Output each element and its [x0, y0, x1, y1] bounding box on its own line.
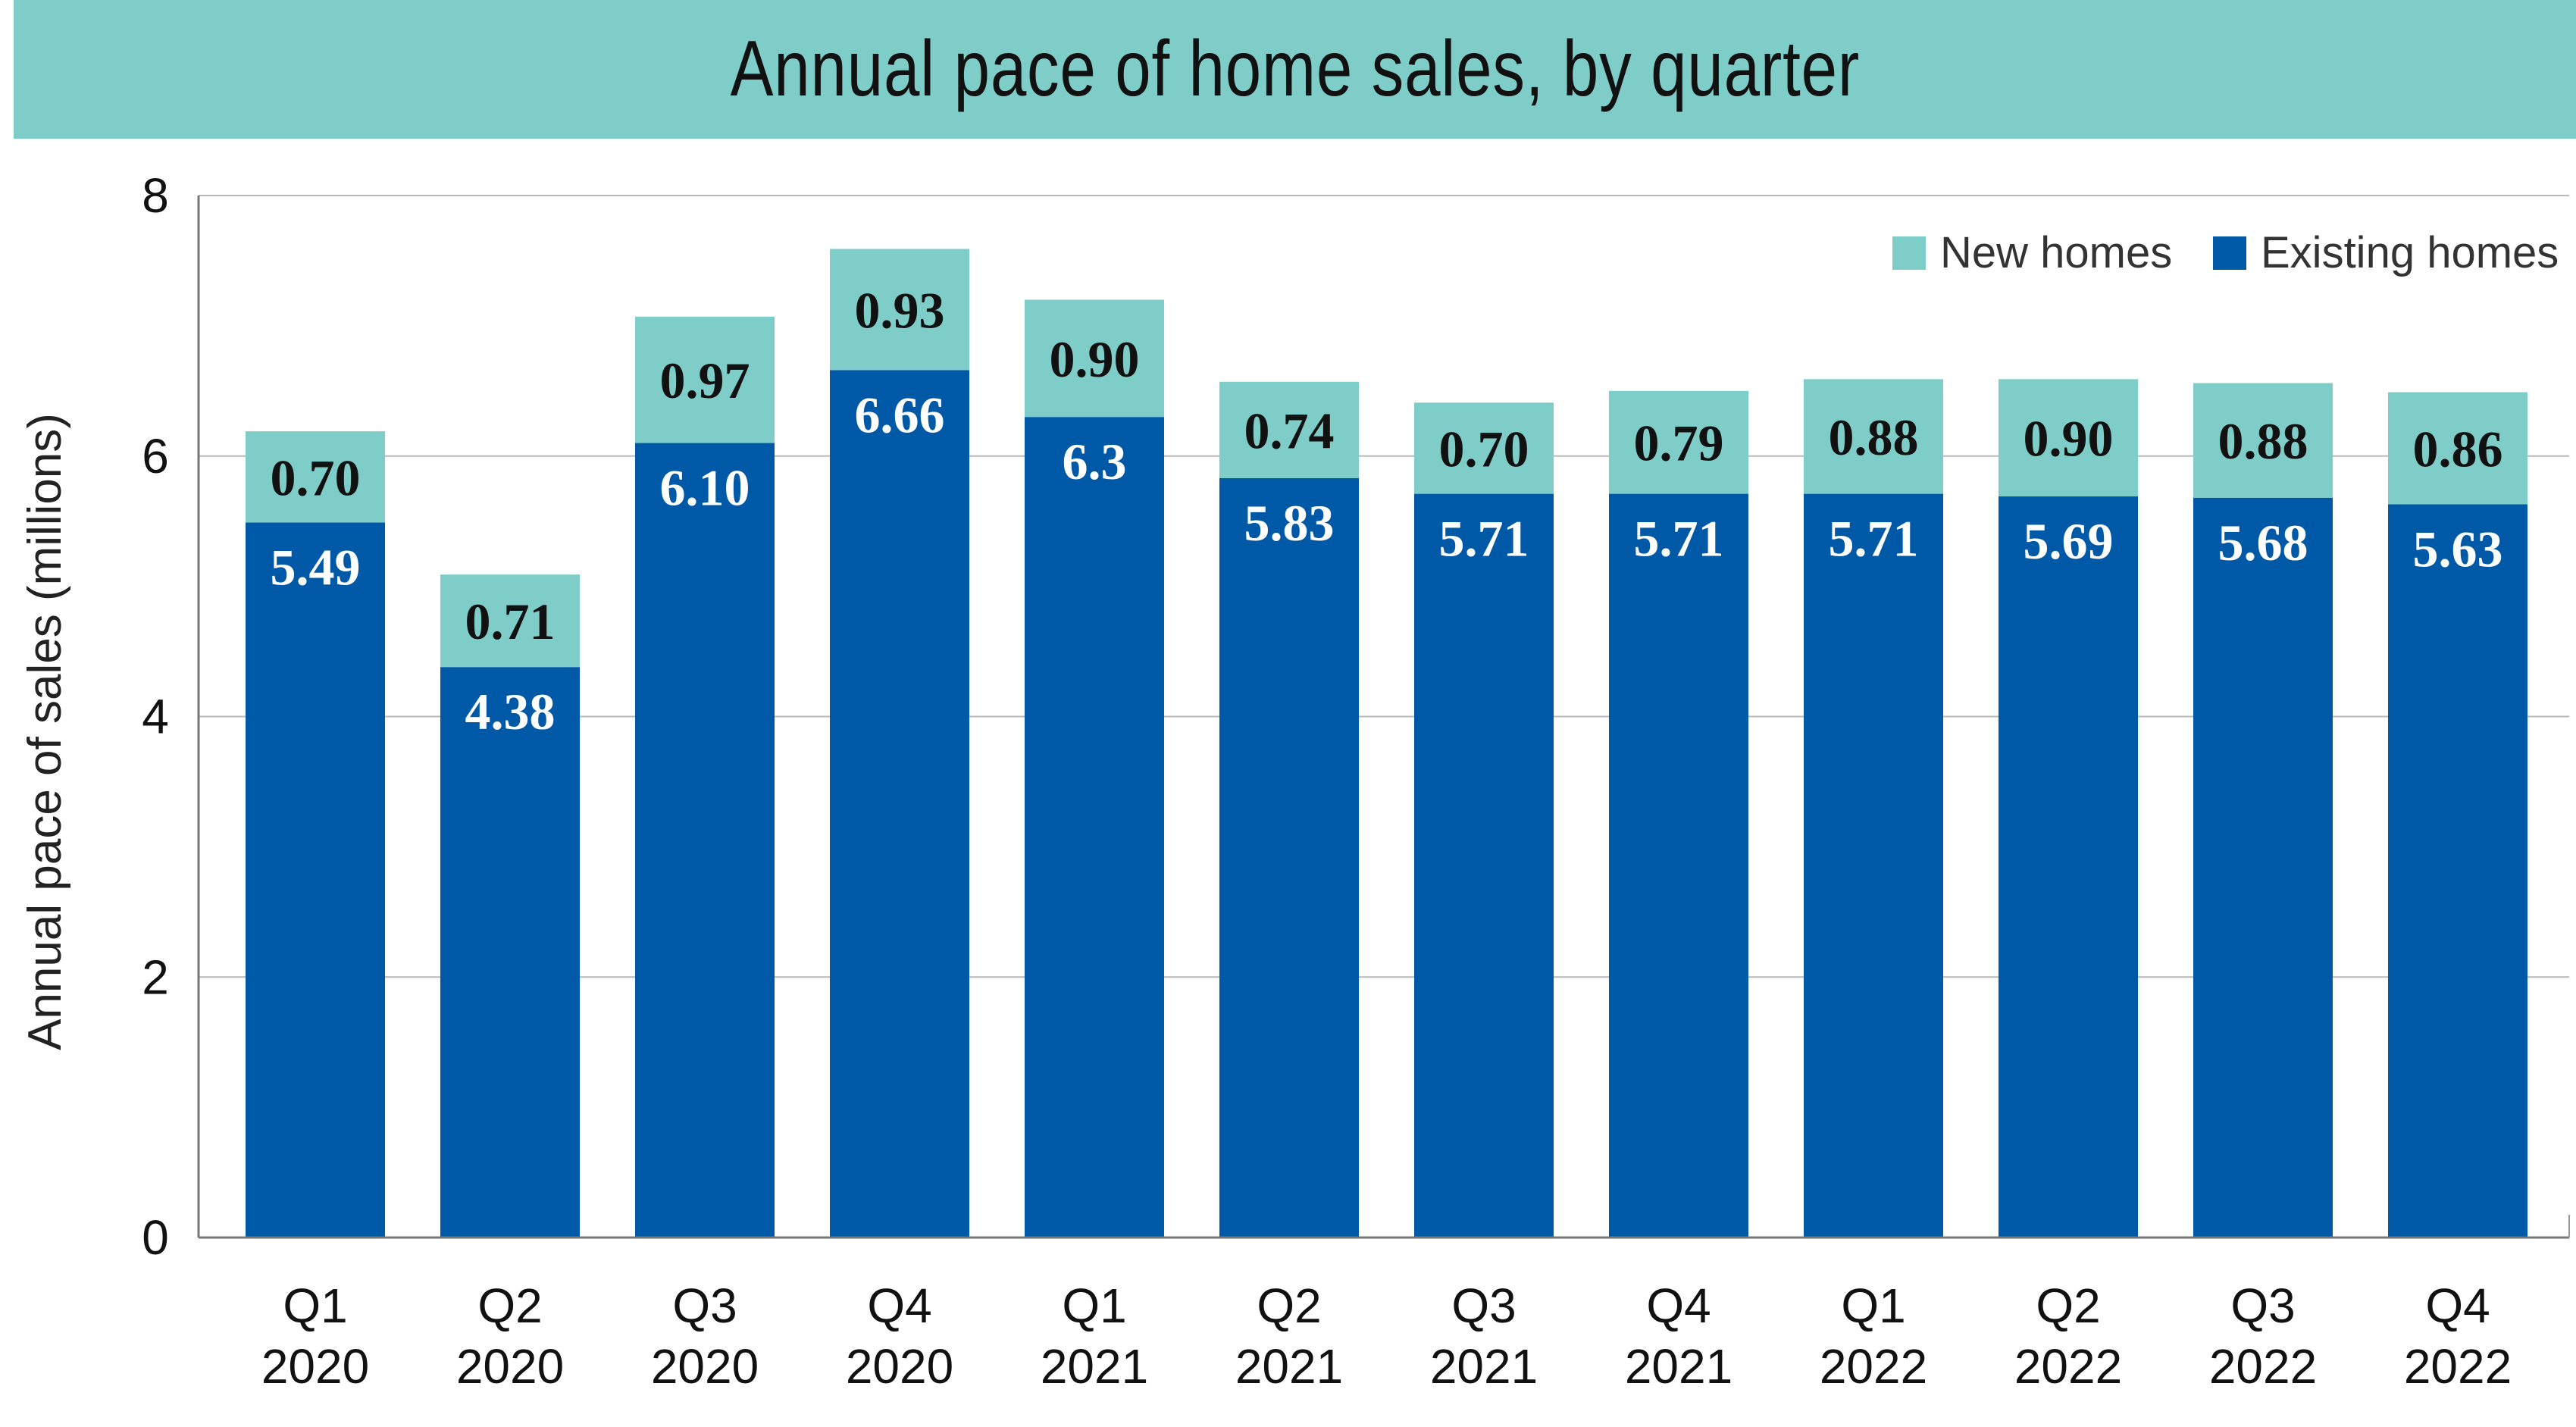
x-tick-year-1: 2020: [261, 1339, 369, 1394]
x-tick-year-2: 2020: [456, 1339, 564, 1394]
data-label-new-7: 0.70: [1439, 420, 1529, 477]
x-tick-quarter-9: Q1: [1841, 1278, 1905, 1333]
x-tick-quarter-7: Q3: [1451, 1278, 1516, 1333]
chart-title-bar: Annual pace of home sales, by quarter: [14, 0, 2576, 139]
data-label-existing-8: 5.71: [1634, 510, 1724, 568]
data-label-existing-1: 5.49: [271, 538, 361, 596]
x-tick-quarter-5: Q1: [1062, 1278, 1126, 1333]
bar-existing-2: [440, 667, 580, 1238]
x-tick-quarter-6: Q2: [1257, 1278, 1321, 1333]
data-label-new-5: 0.90: [1050, 330, 1140, 388]
data-label-existing-5: 6.3: [1063, 433, 1127, 490]
axes: 0 2 4 6 8 Annual pace of sales (millions) Q1 20…: [19, 168, 2570, 1394]
bar-new-9: [1804, 379, 1943, 494]
bar-existing-11: [2193, 497, 2333, 1238]
bar-existing-9: [1804, 493, 1943, 1238]
x-tick-quarter-8: Q4: [1646, 1278, 1711, 1333]
data-label-existing-12: 5.63: [2413, 520, 2503, 577]
x-tick-quarter-12: Q4: [2425, 1278, 2490, 1333]
x-tick-year-5: 2021: [1041, 1339, 1148, 1394]
x-tick-quarter-11: Q3: [2230, 1278, 2295, 1333]
data-label-new-1: 0.70: [271, 449, 361, 506]
bar-new-5: [1025, 299, 1164, 418]
data-label-new-9: 0.88: [1829, 408, 1919, 466]
x-tick-quarter-1: Q1: [283, 1278, 347, 1333]
x-tick-quarter-3: Q3: [672, 1278, 737, 1333]
bar-existing-10: [1999, 496, 2138, 1238]
x-tick-year-6: 2021: [1235, 1339, 1343, 1394]
x-tick-year-8: 2021: [1625, 1339, 1732, 1394]
data-label-existing-10: 5.69: [2024, 512, 2114, 570]
bar-new-4: [830, 249, 969, 371]
bar-existing-12: [2388, 504, 2527, 1238]
bar-new-2: [440, 574, 580, 668]
chart-title: Annual pace of home sales, by quarter: [730, 25, 1860, 113]
data-label-new-4: 0.93: [855, 281, 945, 339]
x-tick-year-7: 2021: [1430, 1339, 1538, 1394]
x-tick-quarter-2: Q2: [477, 1278, 542, 1333]
legend: New homes Existing homes: [1892, 228, 2559, 277]
x-tick-year-12: 2022: [2404, 1339, 2512, 1394]
y-tick-label-8: 8: [142, 168, 169, 223]
data-label-existing-2: 4.38: [465, 683, 556, 740]
x-tick-year-4: 2020: [846, 1339, 953, 1394]
x-tick-year-10: 2022: [2014, 1339, 2122, 1394]
bar-existing-3: [635, 443, 775, 1238]
data-label-existing-4: 6.66: [855, 386, 945, 443]
bar-existing-4: [830, 370, 969, 1238]
legend-swatch-existing: [2213, 236, 2246, 270]
bar-new-1: [246, 431, 385, 523]
bar-new-3: [635, 316, 775, 443]
x-tick-quarter-10: Q2: [2036, 1278, 2100, 1333]
bars: [246, 249, 2527, 1238]
y-tick-label-4: 4: [142, 690, 169, 744]
data-label-existing-9: 5.71: [1829, 510, 1919, 568]
x-tick-year-11: 2022: [2209, 1339, 2317, 1394]
data-labels: 5.49 0.70 4.38 0.71 6.10 0.97 6.66 0.93 6.3 0.90 5…: [271, 281, 2503, 740]
gridlines: [199, 195, 2569, 978]
y-tick-label-2: 2: [142, 950, 169, 1004]
bar-existing-8: [1609, 493, 1748, 1238]
data-label-new-6: 0.74: [1244, 402, 1335, 459]
bar-new-12: [2388, 392, 2527, 505]
y-axis-label: Annual pace of sales (millions): [19, 413, 71, 1050]
bar-new-11: [2193, 383, 2333, 498]
data-label-new-10: 0.90: [2024, 410, 2114, 468]
data-label-new-2: 0.71: [465, 593, 556, 650]
bar-new-7: [1414, 402, 1554, 494]
bar-existing-6: [1219, 477, 1359, 1238]
data-label-new-3: 0.97: [660, 352, 750, 409]
bar-existing-1: [246, 522, 385, 1238]
data-label-existing-7: 5.71: [1439, 510, 1529, 568]
data-label-existing-6: 5.83: [1244, 494, 1335, 552]
y-tick-label-0: 0: [142, 1210, 169, 1265]
data-label-existing-11: 5.68: [2218, 514, 2308, 571]
bar-existing-7: [1414, 493, 1554, 1238]
x-tick-quarter-4: Q4: [867, 1278, 931, 1333]
bar-new-8: [1609, 390, 1748, 494]
data-label-existing-3: 6.10: [660, 459, 750, 517]
legend-label-new: New homes: [1940, 228, 2172, 277]
bar-existing-5: [1025, 417, 1164, 1238]
legend-label-existing: Existing homes: [2261, 228, 2559, 277]
bar-new-10: [1999, 379, 2138, 497]
x-tick-year-3: 2020: [651, 1339, 759, 1394]
data-label-new-11: 0.88: [2218, 412, 2308, 470]
legend-swatch-new: [1892, 236, 1926, 270]
bar-new-6: [1219, 381, 1359, 478]
data-label-new-12: 0.86: [2413, 420, 2503, 477]
x-tick-year-9: 2022: [1820, 1339, 1927, 1394]
y-tick-label-6: 6: [142, 429, 169, 483]
data-label-new-8: 0.79: [1634, 415, 1724, 472]
